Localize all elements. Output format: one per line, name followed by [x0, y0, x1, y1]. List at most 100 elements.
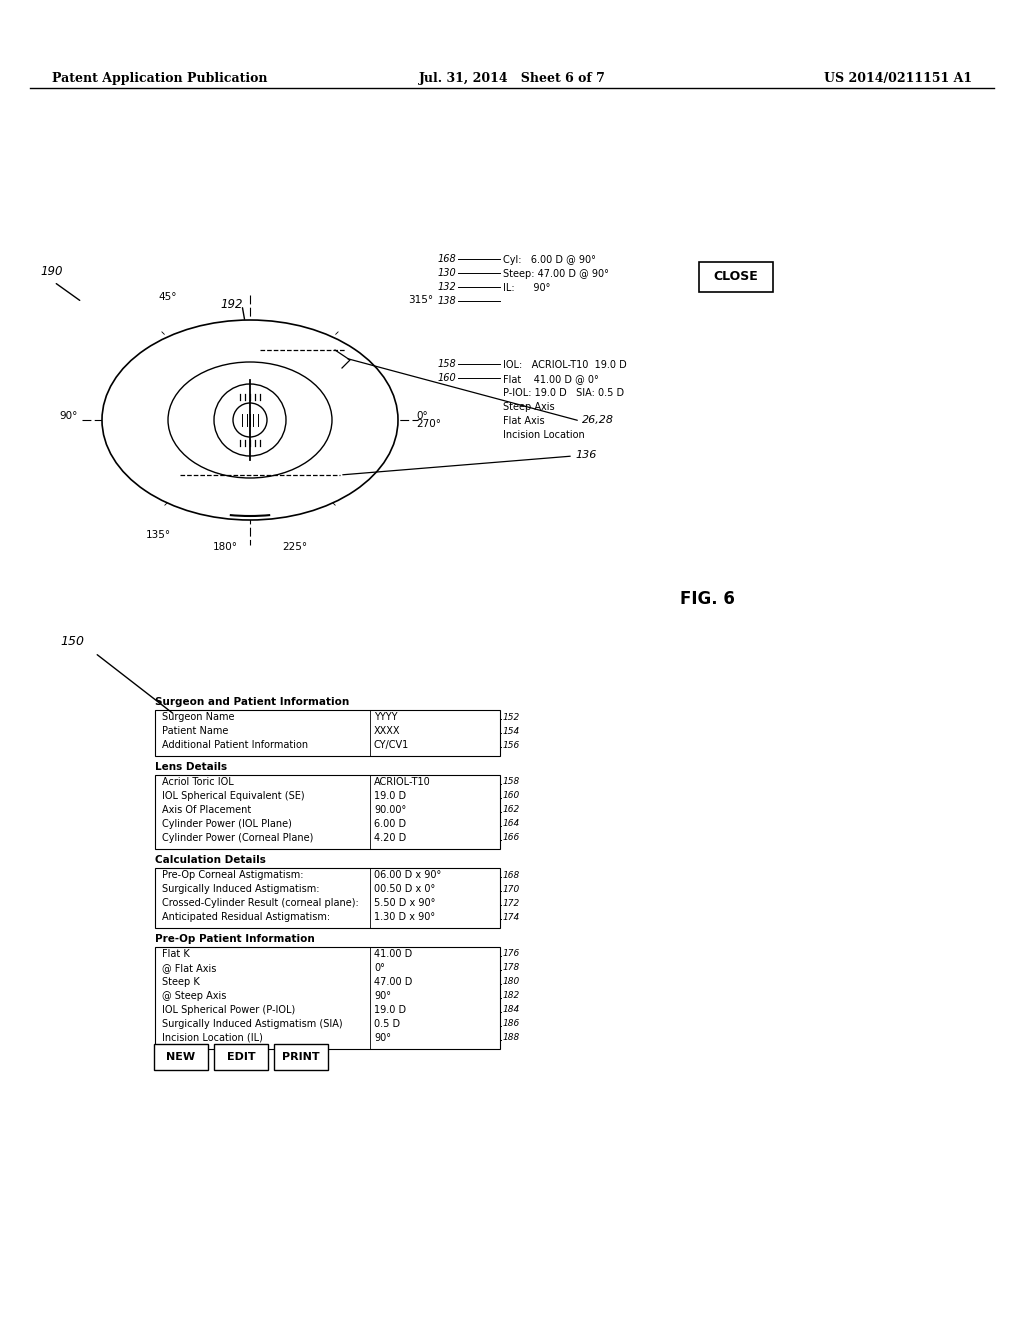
Text: 188: 188	[503, 1034, 520, 1043]
Text: 5.50 D x 90°: 5.50 D x 90°	[374, 898, 435, 908]
Text: 160: 160	[503, 792, 520, 800]
Text: Crossed-Cylinder Result (corneal plane):: Crossed-Cylinder Result (corneal plane):	[162, 898, 358, 908]
Text: 0°: 0°	[374, 964, 385, 973]
Text: 150: 150	[60, 635, 84, 648]
Text: 158: 158	[437, 359, 456, 370]
Text: 162: 162	[503, 805, 520, 814]
Text: 182: 182	[503, 991, 520, 1001]
Text: 06.00 D x 90°: 06.00 D x 90°	[374, 870, 441, 880]
Text: 0.5 D: 0.5 D	[374, 1019, 400, 1030]
Text: Steep K: Steep K	[162, 977, 200, 987]
Text: 6.00 D: 6.00 D	[374, 818, 407, 829]
Text: 47.00 D: 47.00 D	[374, 977, 413, 987]
Text: 156: 156	[503, 741, 520, 750]
Text: 178: 178	[503, 964, 520, 973]
Text: 135°: 135°	[146, 531, 171, 540]
FancyBboxPatch shape	[155, 869, 500, 928]
Text: EDIT: EDIT	[226, 1052, 255, 1063]
Text: Patient Name: Patient Name	[162, 726, 228, 737]
Text: 170: 170	[503, 884, 520, 894]
Text: ACRIOL-T10: ACRIOL-T10	[374, 777, 431, 787]
Text: 45°: 45°	[158, 292, 176, 302]
Text: Cyl:   6.00 D @ 90°: Cyl: 6.00 D @ 90°	[503, 255, 596, 265]
Text: Pre-Op Patient Information: Pre-Op Patient Information	[155, 935, 314, 944]
Text: 19.0 D: 19.0 D	[374, 1005, 407, 1015]
Text: Steep Axis: Steep Axis	[503, 403, 555, 412]
Text: 168: 168	[437, 253, 456, 264]
Text: 180: 180	[503, 978, 520, 986]
Text: 172: 172	[503, 899, 520, 908]
Text: 152: 152	[503, 713, 520, 722]
Text: IOL:   ACRIOL-T10  19.0 D: IOL: ACRIOL-T10 19.0 D	[503, 360, 627, 370]
Text: 132: 132	[437, 282, 456, 292]
Text: 186: 186	[503, 1019, 520, 1028]
Text: Axis Of Placement: Axis Of Placement	[162, 805, 251, 814]
Text: 168: 168	[503, 870, 520, 879]
Text: 166: 166	[503, 833, 520, 842]
Text: NEW: NEW	[167, 1052, 196, 1063]
Text: Calculation Details: Calculation Details	[155, 855, 266, 865]
FancyBboxPatch shape	[214, 1044, 268, 1071]
Text: 315°: 315°	[408, 294, 433, 305]
Text: 158: 158	[503, 777, 520, 787]
Circle shape	[214, 384, 286, 455]
Text: 130: 130	[437, 268, 456, 279]
Text: 41.00 D: 41.00 D	[374, 949, 413, 960]
Ellipse shape	[168, 362, 332, 478]
Text: 4.20 D: 4.20 D	[374, 833, 407, 843]
Text: 176: 176	[503, 949, 520, 958]
Text: Flat    41.00 D @ 0°: Flat 41.00 D @ 0°	[503, 374, 599, 384]
Text: IOL Spherical Equivalent (SE): IOL Spherical Equivalent (SE)	[162, 791, 304, 801]
Text: Anticipated Residual Astigmatism:: Anticipated Residual Astigmatism:	[162, 912, 330, 921]
FancyBboxPatch shape	[155, 775, 500, 849]
Text: 26,28: 26,28	[582, 414, 614, 425]
Text: 174: 174	[503, 912, 520, 921]
Text: Incision Location (IL): Incision Location (IL)	[162, 1034, 263, 1043]
Text: 90°: 90°	[374, 1034, 391, 1043]
FancyBboxPatch shape	[274, 1044, 328, 1071]
FancyBboxPatch shape	[154, 1044, 208, 1071]
Text: 184: 184	[503, 1006, 520, 1015]
Text: 270°: 270°	[416, 418, 441, 429]
Text: IL:      90°: IL: 90°	[503, 282, 550, 293]
Text: 154: 154	[503, 726, 520, 735]
Text: CLOSE: CLOSE	[714, 271, 759, 284]
Text: 180°: 180°	[213, 543, 238, 552]
Text: Cylinder Power (IOL Plane): Cylinder Power (IOL Plane)	[162, 818, 292, 829]
Text: Surgeon Name: Surgeon Name	[162, 711, 234, 722]
Text: 0°: 0°	[416, 411, 428, 421]
Text: Acriol Toric IOL: Acriol Toric IOL	[162, 777, 233, 787]
Text: Flat Axis: Flat Axis	[503, 416, 545, 426]
Text: Additional Patient Information: Additional Patient Information	[162, 741, 308, 750]
Text: FIG. 6: FIG. 6	[680, 590, 735, 609]
Text: Lens Details: Lens Details	[155, 762, 227, 772]
FancyBboxPatch shape	[699, 261, 773, 292]
Text: 225°: 225°	[282, 543, 307, 552]
Text: Surgically Induced Astigmatism:: Surgically Induced Astigmatism:	[162, 884, 319, 894]
Text: 190: 190	[40, 265, 62, 279]
Text: Flat K: Flat K	[162, 949, 189, 960]
Text: @ Flat Axis: @ Flat Axis	[162, 964, 216, 973]
Text: Patent Application Publication: Patent Application Publication	[52, 73, 267, 84]
Text: 138: 138	[437, 296, 456, 306]
Text: 136: 136	[575, 450, 596, 459]
Text: XXXX: XXXX	[374, 726, 400, 737]
Text: Steep: 47.00 D @ 90°: Steep: 47.00 D @ 90°	[503, 269, 609, 279]
Text: 90°: 90°	[59, 411, 78, 421]
Text: Pre-Op Corneal Astigmatism:: Pre-Op Corneal Astigmatism:	[162, 870, 303, 880]
Text: Surgeon and Patient Information: Surgeon and Patient Information	[155, 697, 349, 708]
Text: 1.30 D x 90°: 1.30 D x 90°	[374, 912, 435, 921]
Text: 90°: 90°	[374, 991, 391, 1001]
Ellipse shape	[102, 319, 398, 520]
Text: PRINT: PRINT	[283, 1052, 319, 1063]
Circle shape	[233, 403, 267, 437]
Text: YYYY: YYYY	[374, 711, 397, 722]
Text: 192: 192	[221, 298, 244, 312]
Text: 90.00°: 90.00°	[374, 805, 407, 814]
Text: 164: 164	[503, 820, 520, 829]
Text: @ Steep Axis: @ Steep Axis	[162, 991, 226, 1001]
Text: IOL Spherical Power (P-IOL): IOL Spherical Power (P-IOL)	[162, 1005, 295, 1015]
Text: US 2014/0211151 A1: US 2014/0211151 A1	[824, 73, 972, 84]
Text: 00.50 D x 0°: 00.50 D x 0°	[374, 884, 435, 894]
FancyBboxPatch shape	[155, 946, 500, 1049]
